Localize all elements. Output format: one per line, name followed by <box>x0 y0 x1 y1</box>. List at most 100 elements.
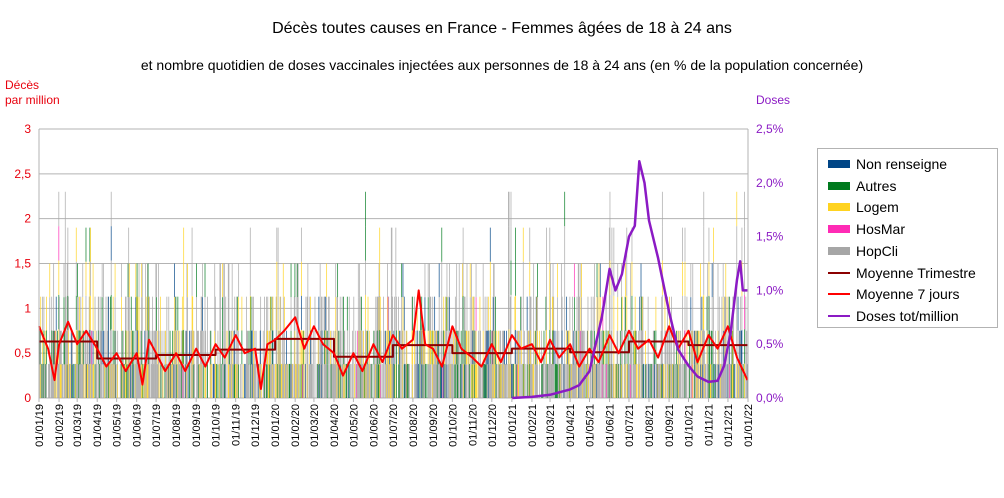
daily-bar <box>468 364 470 399</box>
daily-bar <box>580 297 582 331</box>
daily-bar <box>577 263 579 298</box>
daily-bar <box>70 364 72 399</box>
daily-bar <box>713 227 714 262</box>
x-tick-label: 01/05/21 <box>585 404 597 447</box>
daily-bar <box>271 330 273 365</box>
daily-bar <box>675 363 677 398</box>
daily-bar <box>44 363 45 398</box>
daily-bar <box>641 330 643 365</box>
daily-bar <box>77 297 78 331</box>
daily-bar <box>429 297 430 331</box>
daily-bar <box>376 330 377 365</box>
daily-bar <box>492 296 494 331</box>
daily-bar <box>515 261 516 296</box>
daily-bar <box>645 363 647 398</box>
daily-bar <box>89 261 91 296</box>
daily-bar <box>130 330 132 365</box>
daily-bar <box>608 295 610 330</box>
daily-bar <box>66 364 67 399</box>
daily-bar <box>271 364 273 398</box>
daily-bar <box>100 364 102 398</box>
daily-bar <box>722 330 724 365</box>
daily-bar <box>690 330 692 365</box>
daily-bar <box>191 363 193 398</box>
daily-bar <box>86 364 88 399</box>
daily-bar <box>300 363 302 398</box>
daily-bar <box>112 330 114 365</box>
daily-bar <box>442 330 444 365</box>
daily-bar <box>154 364 156 399</box>
daily-bar <box>366 330 368 365</box>
daily-bar <box>587 330 589 365</box>
daily-bar <box>396 330 397 365</box>
daily-bar <box>658 363 660 398</box>
daily-bar <box>552 263 554 298</box>
daily-bar <box>276 329 278 364</box>
daily-bar <box>191 261 193 296</box>
daily-bar <box>123 364 124 399</box>
daily-bar <box>82 263 84 298</box>
daily-bar <box>706 330 708 365</box>
daily-bar <box>442 363 443 398</box>
daily-bar <box>306 364 308 398</box>
daily-bar <box>45 363 47 398</box>
daily-bar <box>196 364 198 399</box>
daily-bar <box>342 363 344 398</box>
daily-bar <box>330 363 332 398</box>
daily-bar <box>496 364 498 399</box>
daily-bar <box>346 330 348 365</box>
daily-bar <box>204 330 206 365</box>
daily-bar <box>447 364 449 398</box>
daily-bar <box>300 227 302 262</box>
daily-bar <box>549 295 551 330</box>
daily-bar <box>567 364 569 399</box>
daily-bar <box>577 330 579 365</box>
daily-bar <box>214 263 216 298</box>
daily-bar <box>713 329 714 364</box>
daily-bar <box>333 363 335 398</box>
daily-bar <box>613 295 615 330</box>
daily-bar <box>587 296 589 331</box>
daily-bar <box>645 330 646 365</box>
daily-bar <box>233 330 234 365</box>
daily-bar <box>156 364 157 399</box>
daily-bar <box>320 330 322 365</box>
daily-bar <box>487 330 489 365</box>
daily-bar <box>264 330 265 365</box>
daily-bar <box>63 330 65 365</box>
daily-bar <box>549 363 551 398</box>
daily-bar <box>85 329 87 364</box>
daily-bar <box>661 226 663 261</box>
daily-bar <box>484 296 486 331</box>
daily-bar <box>414 363 416 398</box>
daily-bar <box>290 297 292 331</box>
daily-bar <box>720 363 722 398</box>
daily-bar <box>81 330 83 365</box>
daily-bar <box>57 364 58 399</box>
daily-bar <box>744 294 745 330</box>
daily-bar <box>76 364 78 399</box>
daily-bar <box>631 329 633 364</box>
daily-bar <box>49 330 51 365</box>
daily-bar <box>453 330 454 365</box>
x-tick-label: 01/06/20 <box>368 404 380 447</box>
daily-bar <box>108 330 110 365</box>
daily-bar <box>440 363 441 398</box>
daily-bar <box>729 364 731 398</box>
daily-bar <box>313 364 315 399</box>
daily-bar <box>540 330 542 365</box>
daily-bar <box>309 364 311 398</box>
daily-bars <box>39 191 749 399</box>
daily-bar <box>655 296 657 331</box>
daily-bar <box>434 364 436 399</box>
daily-bar <box>81 363 82 398</box>
daily-bar <box>155 263 157 298</box>
daily-bar <box>357 297 359 331</box>
daily-bar <box>738 364 740 399</box>
daily-bar <box>278 364 280 399</box>
daily-bar <box>605 330 607 365</box>
daily-bar <box>469 330 471 365</box>
daily-bar <box>733 363 735 398</box>
daily-bar <box>720 363 721 398</box>
daily-bar <box>464 330 466 365</box>
